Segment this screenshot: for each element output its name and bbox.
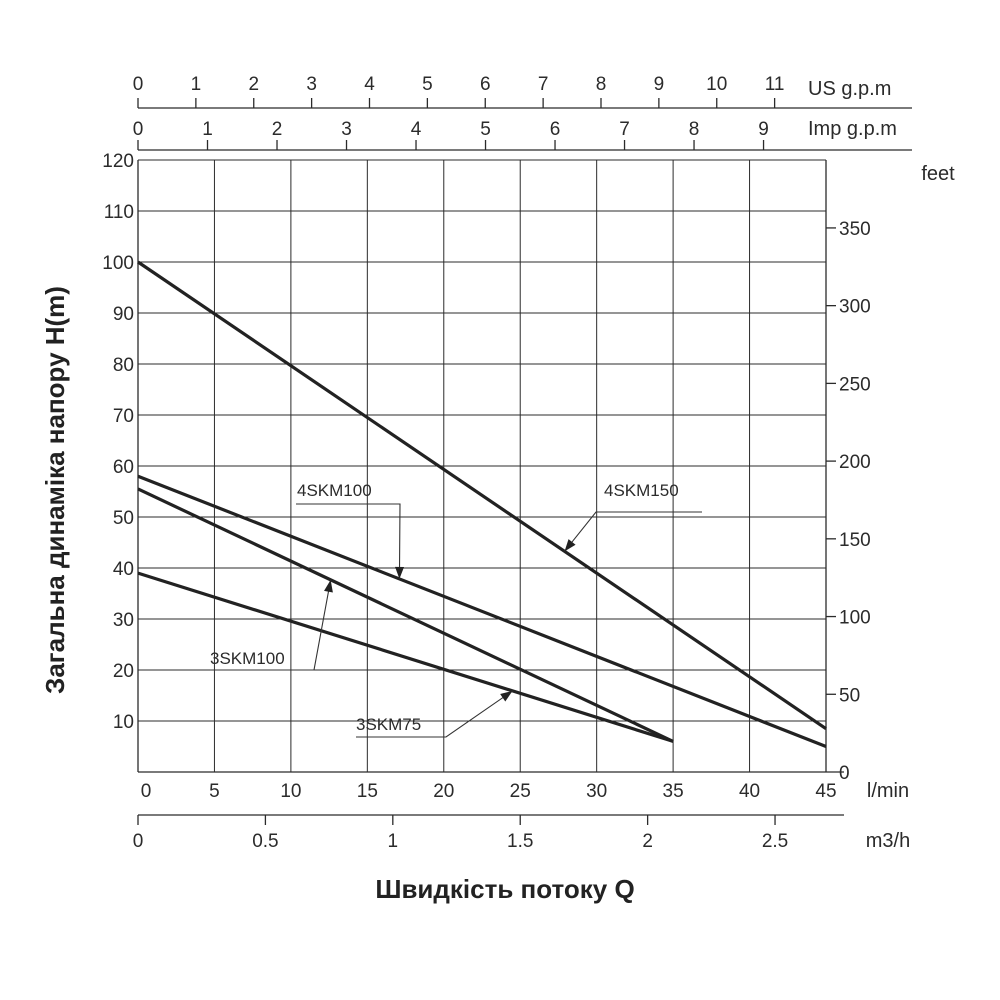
imp-gpm-tick-label: 4: [411, 119, 422, 140]
x-tick-label: 10: [280, 781, 301, 802]
y-tick-label: 70: [113, 406, 134, 427]
series-arrowhead-3skm100: [324, 579, 333, 593]
feet-tick-label: 300: [839, 297, 871, 318]
imp-gpm-tick-label: 6: [550, 119, 561, 140]
x-unit-label: l/min: [867, 780, 909, 802]
feet-tick-label: 200: [839, 452, 871, 473]
us-gpm-tick-label: 3: [306, 74, 317, 95]
feet-tick-label: 150: [839, 530, 871, 551]
y-tick-label: 60: [113, 457, 134, 478]
imp-gpm-tick-label: 8: [689, 119, 700, 140]
y-tick-label: 100: [102, 253, 134, 274]
x-tick-label: 5: [209, 781, 220, 802]
us-gpm-tick-label: 8: [596, 74, 607, 95]
series-label-4skm100: 4SKM100: [297, 481, 372, 500]
feet-tick-label: 250: [839, 374, 871, 395]
imp-gpm-tick-label: 7: [619, 119, 630, 140]
m3h-tick-label: 1: [388, 831, 399, 852]
m3h-tick-label: 0: [133, 831, 144, 852]
series-leader-4skm100: [296, 503, 401, 579]
us-gpm-tick-label: 2: [248, 74, 259, 95]
imp-gpm-tick-label: 3: [341, 119, 352, 140]
m3h-tick-label: 0.5: [252, 831, 278, 852]
m3h-tick-label: 2: [642, 831, 653, 852]
x-tick-label: 35: [663, 781, 684, 802]
y-tick-label: 50: [113, 508, 134, 529]
series-line-4skm150: [137, 260, 827, 730]
imp-gpm-unit-label: Imp g.p.m: [808, 118, 897, 140]
x-tick-label: 40: [739, 781, 760, 802]
x-tick-label: 20: [433, 781, 454, 802]
m3h-tick-label: 2.5: [762, 831, 788, 852]
y-tick-label: 10: [113, 712, 134, 733]
unit-labels: l/min m3/h US g.p.m Imp g.p.m feet: [808, 78, 955, 852]
series-arrowhead-4skm100: [395, 566, 405, 579]
feet-tick-label: 350: [839, 219, 871, 240]
series-line-4skm100: [137, 474, 827, 748]
axes: [137, 98, 912, 825]
m3h-unit-label: m3/h: [866, 830, 910, 852]
us-gpm-tick-label: 11: [765, 74, 785, 95]
imp-gpm-tick-label: 2: [272, 119, 283, 140]
us-gpm-tick-label: 7: [538, 74, 549, 95]
us-gpm-tick-label: 5: [422, 74, 433, 95]
x-tick-label: 15: [357, 781, 378, 802]
us-gpm-tick-label: 6: [480, 74, 491, 95]
y-tick-label: 20: [113, 661, 134, 682]
us-gpm-tick-label: 4: [364, 74, 375, 95]
series-label-4skm150: 4SKM150: [604, 481, 679, 500]
y-tick-label: 40: [113, 559, 134, 580]
series-leader-3skm75: [356, 690, 513, 738]
series-lines: [137, 260, 827, 748]
imp-gpm-tick-label: 5: [480, 119, 491, 140]
x-tick-label: 45: [815, 781, 836, 802]
y-tick-label: 120: [102, 151, 134, 172]
x-axis-title: Швидкість потоку Q: [375, 874, 634, 904]
y-tick-label: 80: [113, 355, 134, 376]
series-line-3skm75: [137, 571, 674, 743]
y-tick-label: 30: [113, 610, 134, 631]
feet-unit-label: feet: [921, 163, 955, 185]
y-tick-label: 90: [113, 304, 134, 325]
series-arrowhead-4skm150: [564, 539, 576, 552]
series-leader-4skm150: [564, 511, 702, 552]
series-line-3skm100: [137, 487, 674, 743]
x-tick-label: 30: [586, 781, 607, 802]
us-gpm-unit-label: US g.p.m: [808, 78, 891, 100]
imp-gpm-tick-label: 0: [133, 119, 144, 140]
series-label-3skm75: 3SKM75: [356, 715, 421, 734]
series-label-3skm100: 3SKM100: [210, 649, 285, 668]
imp-gpm-tick-label: 9: [758, 119, 769, 140]
y-tick-label: 110: [104, 202, 134, 223]
imp-gpm-tick-label: 1: [202, 119, 213, 140]
x-tick-label: 25: [510, 781, 531, 802]
series-leader-3skm100: [210, 579, 332, 671]
us-gpm-tick-label: 0: [133, 74, 144, 95]
feet-tick-label: 100: [839, 608, 871, 629]
feet-tick-label: 0: [839, 763, 850, 784]
series-arrowhead-3skm75: [500, 690, 513, 702]
m3h-tick-label: 1.5: [507, 831, 533, 852]
us-gpm-tick-label: 10: [706, 74, 727, 95]
feet-tick-label: 50: [839, 685, 860, 706]
x-tick-label: 0: [141, 781, 152, 802]
us-gpm-tick-label: 1: [191, 74, 202, 95]
series-labels: 4SKM150 4SKM100 3SKM100 3SKM75: [210, 481, 702, 738]
y-axis-title: Загальна динаміка напору H(m): [40, 286, 70, 694]
us-gpm-tick-label: 9: [654, 74, 665, 95]
